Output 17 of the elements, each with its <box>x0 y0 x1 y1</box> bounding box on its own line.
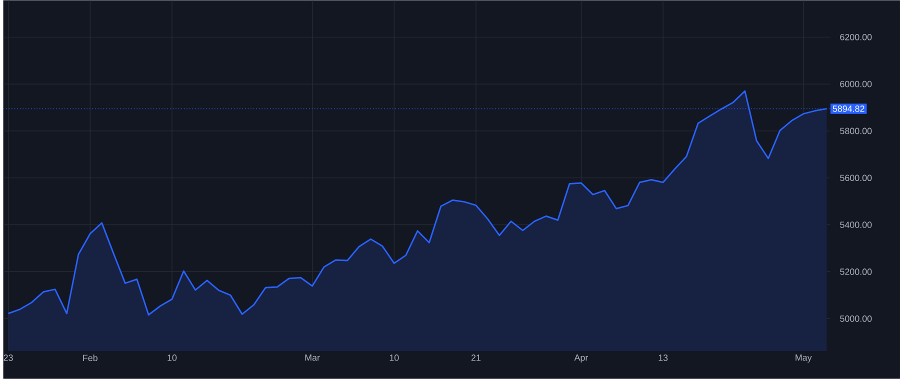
y-tick-label: 5800.00 <box>840 128 872 134</box>
x-tick-label: 10 <box>390 354 399 361</box>
y-tick-label: 6000.00 <box>840 80 872 88</box>
x-tick-label: Feb <box>83 354 98 362</box>
ref-line-label: 5894.82 <box>832 106 864 112</box>
x-tick-label: May <box>796 354 812 363</box>
y-tick-label: 5600.00 <box>840 174 872 182</box>
y-tick-label: 6200.00 <box>840 34 872 40</box>
x-tick-label: 13 <box>658 354 668 361</box>
x-tick-label: 10 <box>168 354 177 361</box>
x-tick-label: 21 <box>471 354 481 361</box>
y-tick-label: 5400.00 <box>840 222 872 228</box>
y-tick-label: 5000.00 <box>840 316 872 322</box>
x-tick-label: Mar <box>305 354 320 361</box>
x-tick-label: 23 <box>4 354 13 361</box>
y-tick-label: 5200.00 <box>840 268 872 275</box>
x-tick-label: Apr <box>574 354 588 363</box>
